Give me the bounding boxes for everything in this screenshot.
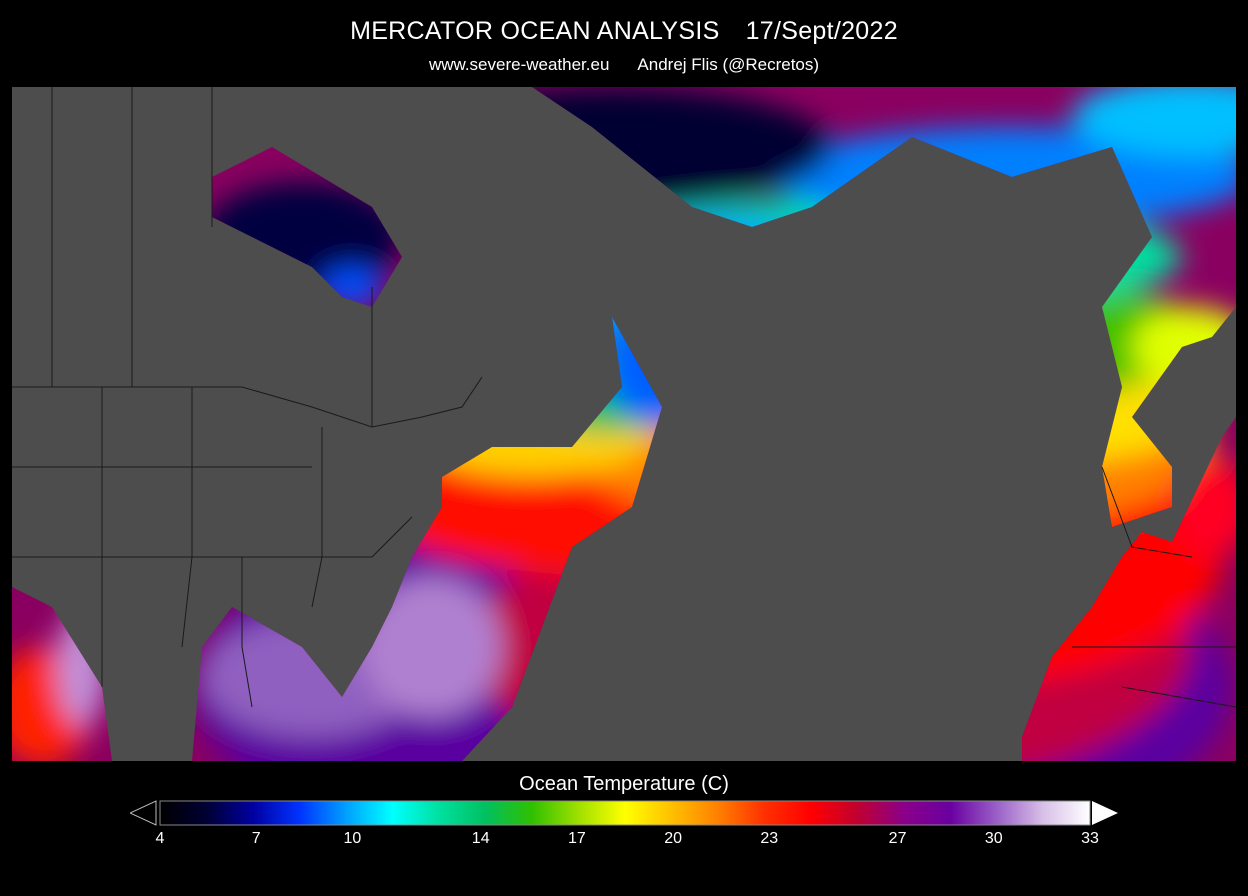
map-canvas (12, 87, 1236, 761)
colorbar-tick-label: 30 (984, 830, 1003, 847)
author-credit: Andrej Flis (@Recretos) (637, 55, 820, 74)
legend-title: Ocean Temperature (C) (519, 773, 729, 795)
colorbar-max-arrow (1092, 801, 1118, 825)
site-credit: www.severe-weather.eu (428, 55, 610, 74)
colorbar-tick-label: 20 (664, 830, 682, 847)
colorbar-tick-label: 4 (155, 830, 165, 847)
colorbar-tick-label: 7 (251, 830, 261, 847)
title-main: MERCATOR OCEAN ANALYSIS (350, 17, 720, 45)
colorbar-tick-label: 33 (1081, 830, 1099, 847)
colorbar-min-arrow (130, 800, 157, 826)
color-bar (130, 800, 1118, 826)
map-subtitle: www.severe-weather.eu Andrej Flis (@Recre… (0, 55, 1248, 75)
map-title: MERCATOR OCEAN ANALYSIS 17/Sept/2022 (0, 17, 1248, 46)
colorbar-tick-label: 17 (567, 830, 586, 847)
colorbar-gradient (159, 800, 1091, 826)
ocean-temperature-map (12, 87, 1236, 761)
colorbar-tick-label: 10 (343, 830, 362, 847)
map-borders (12, 87, 1236, 708)
colorbar-tick-label: 27 (888, 830, 907, 847)
colorbar-ticks: 4 7 10 14 17 20 23 27 30 33 (0, 830, 1248, 852)
colorbar-tick-label: 14 (471, 830, 490, 847)
title-date: 17/Sept/2022 (745, 17, 898, 45)
colorbar-tick-label: 23 (760, 830, 779, 847)
